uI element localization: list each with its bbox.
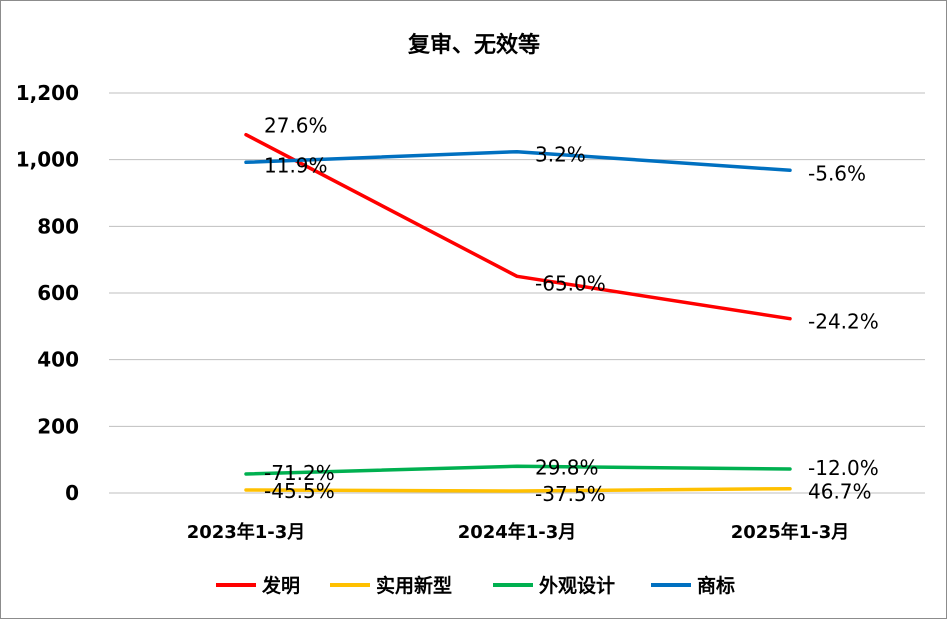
legend-label: 外观设计 [539, 574, 615, 597]
legend-label: 发明 [261, 574, 300, 597]
data-label: 27.6% [264, 114, 328, 138]
data-label: -5.6% [808, 161, 866, 185]
data-label: 3.2% [535, 143, 586, 167]
series-line [244, 464, 792, 476]
y-tick-label: 800 [37, 214, 79, 238]
data-label: -71.2% [264, 461, 335, 485]
y-tick-label: 200 [37, 414, 79, 438]
chart-title: 复审、无效等 [407, 32, 540, 58]
data-label: -37.5% [535, 482, 606, 506]
y-tick-label: 1,000 [16, 148, 79, 172]
data-label: 29.8% [535, 455, 599, 479]
data-label: -45.5% [264, 479, 335, 503]
x-tick-label: 2024年1-3月 [458, 521, 577, 543]
legend: 发明 实用新型 外观设计 商标 [216, 574, 735, 597]
data-label: -24.2% [808, 310, 879, 334]
y-tick-label: 1,200 [16, 81, 79, 105]
series-line [244, 486, 792, 493]
series-lines [244, 132, 792, 493]
data-label: 46.7% [808, 480, 872, 504]
data-label: -12.0% [808, 456, 879, 480]
data-label: -65.0% [535, 271, 606, 295]
x-tick-label: 2023年1-3月 [187, 521, 306, 543]
y-tick-label: 400 [37, 348, 79, 372]
series-line [244, 132, 792, 321]
y-tick-label: 600 [37, 281, 79, 305]
data-labels: 27.6% -65.0% -24.2% -45.5% -37.5% 46.7% -71.2%… [264, 114, 879, 506]
y-tick-label: 0 [65, 481, 79, 505]
gridlines [109, 92, 925, 494]
y-axis-ticks: 0 200 400 600 800 1,000 1,200 [16, 81, 79, 505]
legend-label: 实用新型 [376, 574, 452, 597]
x-tick-label: 2025年1-3月 [731, 521, 850, 543]
data-label: 11.9% [264, 153, 328, 177]
legend-label: 商标 [697, 574, 735, 597]
x-axis-ticks: 2023年1-3月 2024年1-3月 2025年1-3月 [187, 521, 850, 543]
series-line [244, 149, 792, 173]
